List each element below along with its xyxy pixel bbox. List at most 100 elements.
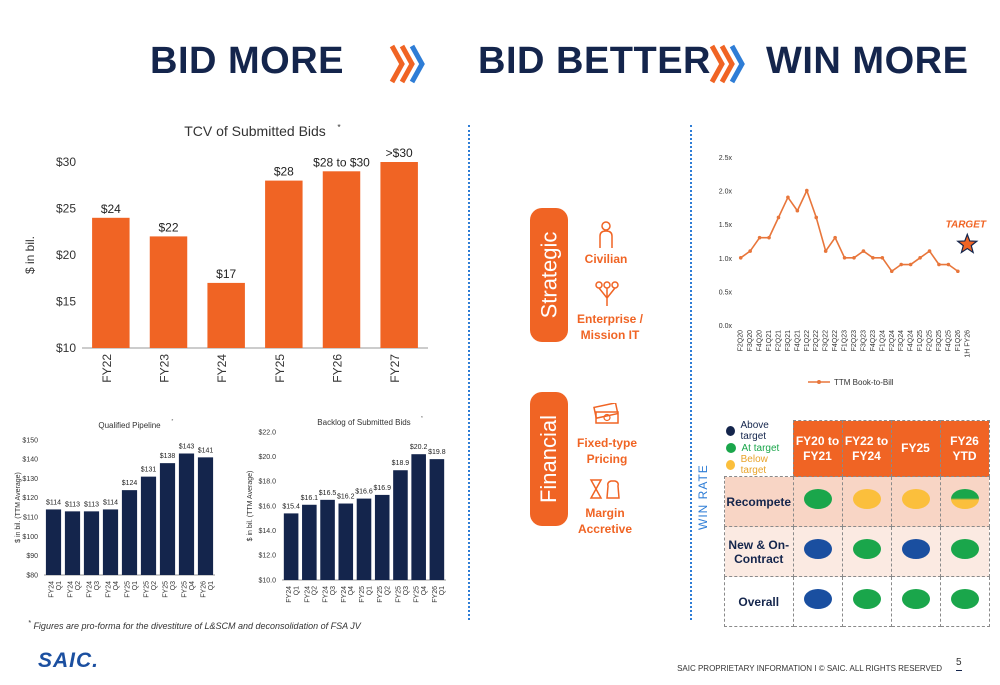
data-point xyxy=(871,256,875,260)
fixed-type-label: Fixed-type Pricing xyxy=(576,436,637,466)
x-category-label: FY26 xyxy=(201,581,208,598)
y-axis-label: $ in bil. xyxy=(23,236,37,274)
data-point xyxy=(927,249,932,253)
x-category-label: F2Q20 xyxy=(738,330,745,352)
bar-data-label: $17 xyxy=(216,267,236,281)
x-category-label: Q1 xyxy=(56,581,63,590)
data-point xyxy=(908,262,913,267)
data-point xyxy=(889,269,894,274)
bar-data-label: $138 xyxy=(160,453,176,460)
x-category-label: Q4 xyxy=(348,586,355,595)
x-category-label: FY24 xyxy=(87,581,94,598)
win-rate-axis-label: WIN RATE xyxy=(696,464,710,530)
target-star-icon xyxy=(956,232,979,254)
x-category-label: FY23 xyxy=(158,354,172,383)
financial-pill: Financial xyxy=(530,392,568,526)
data-point xyxy=(833,235,837,240)
data-point xyxy=(861,249,866,253)
x-category-label: FY25 xyxy=(395,586,402,603)
win-rate-dot xyxy=(950,489,979,509)
bar-data-label: $16.9 xyxy=(373,485,391,492)
bar xyxy=(83,511,100,575)
win-rate-legend: Above target At target Below target xyxy=(725,420,794,477)
win-rate-dot xyxy=(950,589,979,609)
chevron-right-icon xyxy=(709,44,745,84)
data-point xyxy=(842,256,847,260)
y-tick-label: 0.0x xyxy=(719,323,733,330)
x-category-label: F1Q24 xyxy=(879,330,886,352)
y-tick-label: $20 xyxy=(56,248,76,262)
x-category-label: Q3 xyxy=(330,586,337,595)
data-point xyxy=(946,262,951,267)
pipeline-bar-chart: Qualified Pipeline * $ in bil. (TTM Averag… xyxy=(15,418,215,598)
win-rate-dot xyxy=(901,539,930,559)
data-point xyxy=(937,262,941,267)
col-head-fy26-ytd: FY26 YTD xyxy=(939,420,990,477)
y-tick-label: $22.0 xyxy=(258,429,276,436)
backlog-bar-chart: Backlog of Submitted Bids * $ in bil. (TTM… xyxy=(247,415,446,603)
data-point xyxy=(795,208,800,213)
bar xyxy=(92,217,130,348)
y-tick-label: 2.0x xyxy=(719,189,733,196)
chart-title: TCV of Submitted Bids xyxy=(184,123,326,139)
x-category-label: FY25 xyxy=(377,586,384,603)
strategic-label: Strategic xyxy=(536,231,562,319)
y-tick-label: 0.5x xyxy=(719,289,733,296)
chart-title-note: * xyxy=(337,122,341,132)
y-tick-label: $10 xyxy=(56,341,76,355)
y-tick-label: 2.5x xyxy=(719,155,733,162)
y-tick-label: $140 xyxy=(22,457,38,464)
proprietary-footer: SAIC PROPRIETARY INFORMATION I © SAIC. A… xyxy=(677,664,942,673)
y-axis-label: $ in bil. (TTM Average) xyxy=(247,471,254,542)
x-category-label: FY24 xyxy=(68,581,75,598)
bar xyxy=(178,453,195,575)
bar xyxy=(393,470,408,580)
x-category-label: F2Q21 xyxy=(775,330,782,352)
win-rate-dot xyxy=(852,539,881,559)
y-tick-label: $12.0 xyxy=(258,553,276,560)
footnote: * Figures are pro-forma for the divestit… xyxy=(28,618,361,631)
x-category-label: F4Q20 xyxy=(757,330,764,352)
x-category-label: F2Q23 xyxy=(851,330,858,352)
y-tick-label: $30 xyxy=(56,155,76,169)
bar xyxy=(265,180,303,348)
legend-marker xyxy=(817,380,821,384)
x-category-label: Q1 xyxy=(208,581,215,590)
x-category-label: FY25 xyxy=(359,586,366,603)
section-divider xyxy=(468,125,470,620)
bar-data-label: $19.8 xyxy=(428,449,446,456)
header-bid-more: BID MORE xyxy=(150,40,344,82)
x-category-label: F3Q20 xyxy=(747,330,754,352)
y-tick-label: 1.0x xyxy=(719,256,733,263)
x-category-label: F4Q22 xyxy=(832,330,839,352)
x-category-label: F3Q24 xyxy=(898,330,905,352)
y-tick-label: $14.0 xyxy=(258,528,276,535)
y-axis-label: $ in bil. (TTM Average) xyxy=(15,472,22,543)
bar-data-label: $113 xyxy=(84,501,99,508)
bar xyxy=(320,499,335,580)
enterprise-label: Enterprise / Mission IT xyxy=(576,312,644,342)
x-category-label: F1Q25 xyxy=(917,330,924,352)
y-tick-label: $10.0 xyxy=(258,577,276,584)
bar-data-label: $131 xyxy=(141,467,157,474)
x-category-label: Q3 xyxy=(403,586,410,595)
bar xyxy=(149,236,188,348)
x-category-label: FY25 xyxy=(414,586,421,603)
x-category-label: FY26 xyxy=(331,354,345,383)
data-point xyxy=(776,215,781,220)
x-category-label: FY22 xyxy=(100,354,114,383)
x-category-label: F3Q25 xyxy=(936,330,943,352)
bar xyxy=(159,463,176,575)
chart-title: Backlog of Submitted Bids xyxy=(317,418,410,427)
data-point xyxy=(918,256,922,260)
data-point xyxy=(757,235,762,240)
financial-label: Financial xyxy=(536,414,562,504)
bar xyxy=(283,513,299,580)
x-category-label: Q4 xyxy=(189,581,196,590)
x-category-label: Q1 xyxy=(293,586,300,595)
x-category-label: F3Q21 xyxy=(785,330,792,352)
data-point xyxy=(823,249,828,253)
bar-data-label: $22 xyxy=(158,220,178,234)
chart-title-note: * xyxy=(171,418,173,424)
win-rate-dot xyxy=(803,589,832,609)
